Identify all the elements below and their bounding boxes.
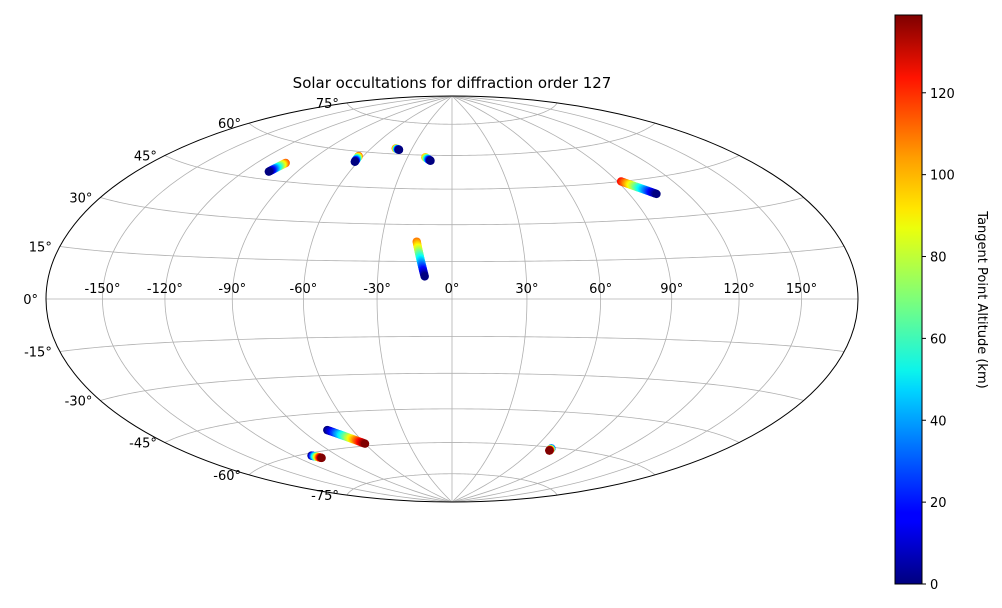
lat-tick-label: -30° — [65, 395, 93, 410]
chart-title: Solar occultations for diffraction order… — [293, 74, 612, 92]
parallel-line — [164, 155, 740, 190]
map-grid — [46, 96, 858, 502]
lon-tick-label: 0° — [445, 282, 460, 297]
lat-tick-label: -75° — [311, 489, 339, 504]
lat-tick-label: 45° — [134, 149, 157, 164]
colorbar-tick-label: 120 — [930, 87, 955, 102]
lat-tick-label: 60° — [218, 117, 241, 132]
lon-tick-label: -60° — [290, 282, 318, 297]
latitude-tick-labels: 75° 60° 45° 30° 15° 0° -15° -30° -45° -60° -75° — [23, 97, 339, 504]
parallel-line — [59, 246, 845, 262]
parallel-line — [346, 102, 558, 125]
colorbar-tick-label: 40 — [930, 414, 947, 429]
colorbar-tick-label: 80 — [930, 251, 947, 266]
colorbar-label: Tangent Point Altitude (km) — [974, 210, 989, 388]
lat-tick-label: -45° — [129, 437, 157, 452]
occultation-point — [545, 446, 554, 455]
occultation-point — [394, 145, 404, 154]
parallel-line — [248, 442, 656, 476]
lon-tick-label: -150° — [84, 282, 120, 297]
colorbar: 0 20 40 60 80 100 120 Tangent Point Altitude (… — [894, 14, 989, 593]
occultation-point — [350, 157, 360, 166]
parallel-line — [248, 122, 656, 156]
parallel-line — [346, 473, 558, 496]
map-boundary — [45, 95, 859, 503]
lat-tick-label: -15° — [24, 346, 52, 361]
lat-tick-label: 30° — [69, 192, 92, 207]
parallel-line — [100, 372, 804, 401]
parallel-line — [164, 408, 740, 443]
parallel-line — [59, 336, 845, 352]
colorbar-tick-label: 100 — [930, 169, 955, 184]
occultation-points — [264, 144, 661, 463]
occultation-point — [652, 189, 661, 199]
occultation-point — [264, 167, 274, 176]
colorbar-ticks: 0 20 40 60 80 100 120 — [922, 87, 955, 593]
colorbar-tick-label: 60 — [930, 332, 947, 347]
lat-tick-label: 0° — [23, 293, 38, 308]
lon-tick-label: 60° — [589, 282, 612, 297]
lon-tick-label: 30° — [515, 282, 538, 297]
parallel-line — [100, 197, 804, 226]
lat-tick-label: -60° — [213, 469, 241, 484]
lon-tick-label: 120° — [723, 282, 754, 297]
colorbar-gradient — [894, 14, 923, 585]
lon-tick-label: -90° — [218, 282, 246, 297]
occultation-point — [426, 156, 435, 165]
occultation-point — [420, 272, 429, 281]
colorbar-tick-label: 20 — [930, 496, 947, 511]
lat-tick-label: 75° — [316, 97, 339, 112]
lon-tick-label: 150° — [786, 282, 817, 297]
lon-tick-label: 90° — [660, 282, 683, 297]
lat-tick-label: 15° — [29, 240, 52, 255]
longitude-tick-labels: -150° -120° -90° -60° -30° 0° 30° 60° 90° 120° 150… — [84, 282, 817, 297]
occultation-point — [317, 453, 326, 463]
lon-tick-label: -30° — [363, 282, 391, 297]
lon-tick-label: -120° — [147, 282, 183, 297]
colorbar-tick-label: 0 — [930, 578, 938, 593]
occultation-point — [360, 439, 370, 448]
